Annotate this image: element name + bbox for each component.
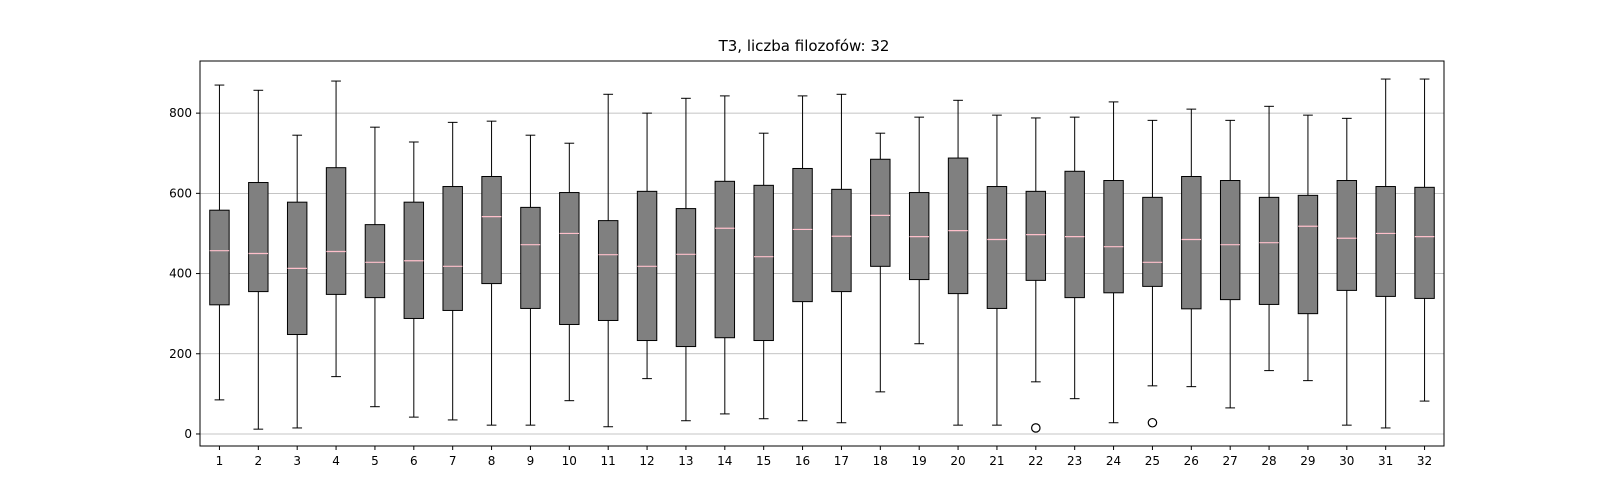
x-tick-label-2: 2 [254,454,262,468]
x-tick-label-6: 6 [410,454,418,468]
box-27 [1219,180,1241,301]
box-31 [1375,186,1396,297]
box-1 [209,209,230,306]
x-tick-label-20: 20 [950,454,965,468]
outlier-point-25-1 [1147,417,1158,428]
box-28 [1258,196,1280,305]
y-tick-label-200: 200 [169,347,192,361]
box-8 [481,176,502,285]
x-tick-label-10: 10 [562,454,577,468]
box-25 [1142,196,1163,287]
box-11 [597,220,619,321]
y-tick-label-400: 400 [169,267,192,281]
x-tick-label-30: 30 [1339,454,1354,468]
x-tick-label-8: 8 [488,454,496,468]
box-21 [986,186,1008,309]
x-tick-label-26: 26 [1184,454,1199,468]
box-16 [792,167,813,303]
x-tick-label-16: 16 [795,454,810,468]
box-26 [1181,176,1202,310]
x-tick-label-22: 22 [1028,454,1043,468]
x-tick-label-3: 3 [293,454,301,468]
x-tick-label-7: 7 [449,454,457,468]
box-32 [1414,186,1435,299]
axes-frame [199,60,1445,447]
x-tick-label-28: 28 [1261,454,1276,468]
x-tick-label-1: 1 [216,454,224,468]
box-17 [831,188,852,293]
box-18 [870,158,891,267]
box-19 [908,192,930,281]
outlier-point-22-1 [1031,423,1041,433]
box-5 [364,224,386,299]
box-30 [1336,180,1358,291]
x-tick-label-13: 13 [678,454,693,468]
x-tick-label-25: 25 [1145,454,1160,468]
y-tick-label-600: 600 [169,186,192,200]
x-tick-label-5: 5 [371,454,379,468]
box-9 [520,206,541,309]
x-tick-label-29: 29 [1300,454,1315,468]
x-tick-label-24: 24 [1106,454,1121,468]
x-tick-label-23: 23 [1067,454,1082,468]
box-2 [248,182,269,293]
box-15 [753,184,774,342]
box-29 [1297,194,1319,315]
x-tick-label-19: 19 [912,454,927,468]
box-23 [1064,170,1085,299]
box-4 [325,167,347,295]
x-tick-label-31: 31 [1378,454,1393,468]
box-7 [442,186,463,311]
x-tick-label-9: 9 [527,454,535,468]
x-tick-label-21: 21 [989,454,1004,468]
chart-title: T3, liczba filozofów: 32 [718,37,890,55]
box-24 [1103,180,1124,294]
x-tick-label-12: 12 [639,454,654,468]
box-14 [714,180,736,339]
x-tick-label-17: 17 [834,454,849,468]
x-tick-label-18: 18 [873,454,888,468]
x-tick-label-4: 4 [332,454,340,468]
x-tick-label-32: 32 [1417,454,1432,468]
box-13 [675,208,697,348]
x-tick-label-11: 11 [601,454,616,468]
box-20 [947,157,969,295]
x-tick-label-27: 27 [1223,454,1238,468]
y-tick-label-800: 800 [169,106,192,120]
x-tick-label-15: 15 [756,454,771,468]
x-tick-label-14: 14 [717,454,732,468]
box-22 [1025,190,1047,281]
box-10 [559,192,580,325]
y-tick-label-0: 0 [184,427,192,441]
